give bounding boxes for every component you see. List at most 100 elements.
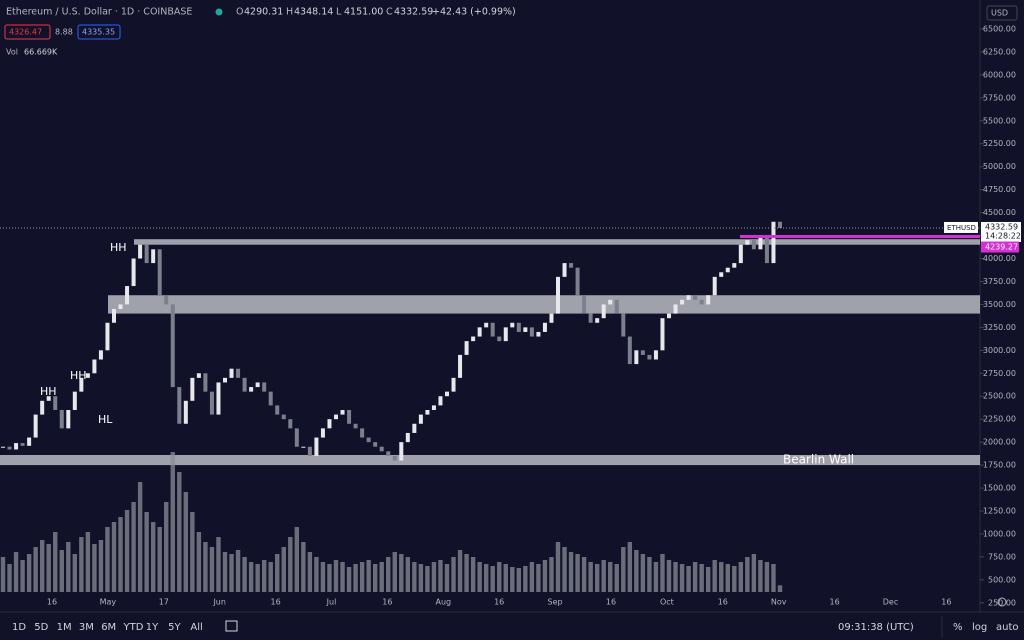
volume-bar bbox=[7, 564, 12, 592]
range-button[interactable]: 1Y bbox=[146, 622, 159, 633]
volume-bar bbox=[353, 564, 358, 592]
volume-bar bbox=[483, 564, 489, 592]
volume-bar bbox=[150, 522, 156, 592]
percent-toggle[interactable]: % bbox=[953, 622, 963, 633]
volume-bar bbox=[20, 560, 25, 592]
range-button[interactable]: 6M bbox=[101, 622, 116, 633]
volume-bar bbox=[562, 547, 567, 592]
range-button[interactable]: 1M bbox=[57, 622, 72, 633]
volume-bar bbox=[745, 557, 750, 592]
range-button[interactable]: 3M bbox=[79, 622, 94, 633]
candle bbox=[738, 244, 743, 264]
settings-icon[interactable] bbox=[997, 597, 1007, 607]
log-toggle[interactable]: log bbox=[972, 622, 987, 633]
x-tick-label: May bbox=[100, 598, 117, 607]
auto-toggle[interactable]: auto bbox=[996, 622, 1019, 633]
candle bbox=[353, 423, 358, 429]
ohlc-value: 4290.31 bbox=[244, 7, 283, 18]
x-tick-label: 16 bbox=[718, 598, 728, 607]
candle bbox=[288, 419, 293, 429]
y-tick-label: 4750.00 bbox=[983, 185, 1016, 194]
sell-box[interactable] bbox=[4, 24, 51, 40]
candle bbox=[582, 295, 587, 314]
buy-box[interactable] bbox=[77, 24, 121, 40]
volume-bar bbox=[673, 562, 678, 592]
x-tick-label: 16 bbox=[382, 598, 392, 607]
y-tick-label: 3000.00 bbox=[983, 346, 1016, 355]
date-range-icon[interactable] bbox=[225, 620, 238, 632]
candle bbox=[275, 405, 280, 415]
candle bbox=[294, 428, 299, 447]
range-button[interactable]: YTD bbox=[123, 622, 144, 633]
candle bbox=[399, 442, 404, 461]
candle bbox=[764, 235, 769, 264]
candle bbox=[66, 410, 71, 429]
y-tick-label: 1750.00 bbox=[983, 461, 1016, 470]
candle bbox=[458, 354, 463, 378]
candle bbox=[640, 350, 645, 355]
candle bbox=[347, 410, 352, 424]
volume-bar bbox=[686, 566, 691, 592]
x-tick-label: Dec bbox=[883, 598, 898, 607]
y-tick-label: 3250.00 bbox=[983, 323, 1016, 332]
range-button[interactable]: 5Y bbox=[168, 622, 181, 633]
candle bbox=[72, 391, 77, 410]
y-tick-label: 5500.00 bbox=[983, 116, 1016, 125]
volume-bar bbox=[98, 540, 104, 592]
candle bbox=[131, 258, 136, 287]
candle bbox=[556, 276, 560, 314]
candle bbox=[14, 443, 19, 450]
volume-bar bbox=[660, 554, 665, 592]
range-button[interactable]: All bbox=[190, 622, 202, 633]
change: +42.43 (+0.99%) bbox=[432, 7, 516, 18]
currency[interactable]: USD bbox=[991, 9, 1008, 18]
symbol-title: Ethereum / U.S. Dollar · 1D · COINBASE bbox=[6, 7, 192, 18]
volume-bar bbox=[614, 564, 619, 592]
volume-bar bbox=[399, 554, 404, 592]
candle bbox=[464, 341, 469, 355]
marker-price: 4239.27 bbox=[985, 243, 1018, 252]
volume-bar bbox=[647, 557, 652, 592]
candle bbox=[386, 451, 391, 456]
volume-bar bbox=[111, 522, 117, 592]
sr-zone bbox=[0, 454, 980, 466]
y-tick-label: 2250.00 bbox=[983, 415, 1016, 424]
candle bbox=[190, 377, 195, 401]
currency-button[interactable] bbox=[986, 5, 1018, 21]
range-button[interactable]: 5D bbox=[34, 622, 48, 633]
y-tick-label: 3500.00 bbox=[983, 300, 1016, 309]
volume-bar bbox=[529, 562, 535, 592]
candle bbox=[647, 354, 652, 360]
candle bbox=[59, 410, 64, 429]
volume-bar bbox=[46, 544, 51, 592]
buy-price[interactable]: 4335.35 bbox=[82, 28, 115, 37]
volume-bar bbox=[177, 472, 182, 592]
candle bbox=[667, 313, 671, 319]
sr-zone bbox=[108, 295, 980, 314]
candle bbox=[151, 249, 156, 264]
volume-bar bbox=[653, 562, 659, 592]
ohlc-value: 4151.00 bbox=[344, 7, 383, 18]
symbol-tag bbox=[944, 221, 978, 233]
annotation: HH bbox=[110, 241, 127, 254]
volume-bar bbox=[764, 562, 770, 592]
candle bbox=[268, 391, 273, 406]
clock: 09:31:38 (UTC) bbox=[838, 622, 914, 633]
candle bbox=[484, 322, 489, 328]
volume-bar bbox=[79, 537, 84, 592]
sell-price[interactable]: 4326.47 bbox=[9, 28, 42, 37]
volume-bar bbox=[294, 527, 300, 592]
volume-bar bbox=[699, 564, 704, 592]
volume-bar bbox=[470, 557, 476, 592]
candle bbox=[379, 446, 384, 452]
candle bbox=[614, 299, 619, 314]
range-button[interactable]: 1D bbox=[12, 622, 26, 633]
volume-bar bbox=[105, 527, 110, 592]
candle bbox=[209, 391, 214, 415]
candle bbox=[79, 377, 84, 392]
volume-bar bbox=[242, 557, 247, 592]
candle bbox=[105, 322, 110, 351]
volume-bar bbox=[777, 585, 783, 592]
candle bbox=[27, 437, 32, 446]
